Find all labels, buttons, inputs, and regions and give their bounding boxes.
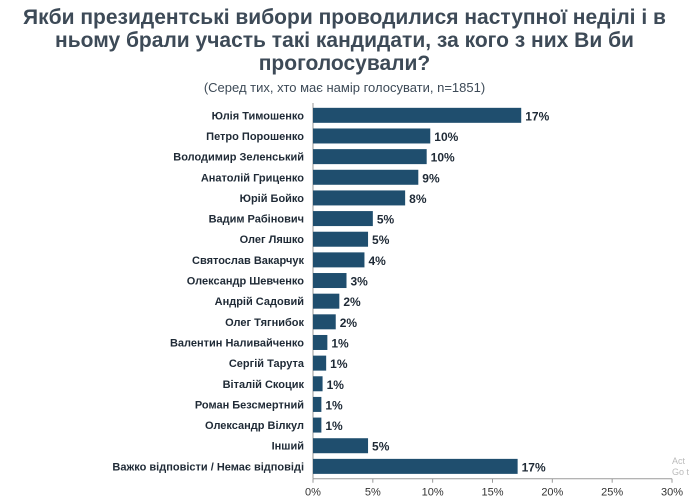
value-label: 10% [431,151,455,165]
category-label: Петро Порошенко [206,131,304,143]
bar [313,169,419,185]
x-tick-label: 5% [365,487,381,499]
bar [313,128,431,144]
bar [313,438,369,454]
value-label: 10% [434,130,458,144]
x-tick-label: 15% [481,487,503,499]
category-label: Володимир Зеленський [173,152,304,164]
bar [313,314,336,330]
bar [313,107,522,123]
category-label: Юрій Бойко [240,193,305,205]
value-label: 5% [377,213,395,227]
category-label: Важко відповісти / Немає відповіді [112,461,304,473]
value-label: 1% [327,378,345,392]
chart-subtitle: (Серед тих, хто має намір голосувати, n=… [203,80,486,95]
category-label: Юлія Тимошенко [212,110,305,122]
bar [313,211,373,227]
bar [313,190,406,206]
value-label: 1% [330,357,348,371]
value-label: 17% [522,460,546,474]
category-label: Вадим Рабінович [209,214,304,226]
x-tick-label: 25% [601,487,623,499]
value-label: 1% [325,398,343,412]
bar [313,376,323,392]
x-tick-label: 10% [422,487,444,499]
bar [313,252,365,268]
x-tick-label: 0% [305,487,321,499]
bar [313,396,322,412]
value-label: 2% [343,295,361,309]
activation-watermark: Act Go t [672,456,689,478]
category-label: Віталій Скоцик [223,379,305,391]
value-label: 4% [368,254,386,268]
chart-title: Якби президентські вибори проводилися на… [0,6,689,75]
x-tick-label: 20% [541,487,563,499]
category-label: Валентин Наливайченко [170,337,304,349]
watermark-line-2: Go t [672,467,689,477]
bar [313,231,369,247]
value-label: 5% [372,440,390,454]
bar [313,334,328,350]
category-label: Роман Безсмертний [195,399,304,411]
category-label: Олександр Шевченко [187,276,305,288]
bar [313,273,347,289]
bar [313,293,340,309]
x-tick-label: 30% [661,487,683,499]
category-label: Олег Тягнибок [225,317,304,329]
value-label: 3% [351,275,369,289]
category-label: Олександр Вілкул [205,420,304,432]
value-label: 5% [372,233,390,247]
category-label: Анатолій Гриценко [201,172,304,184]
value-label: 2% [340,316,358,330]
category-label: Сергій Тарута [229,358,305,370]
bar [313,417,322,433]
watermark-line-1: Act [672,456,686,466]
chart-title-line-1: Якби президентські вибори проводилися на… [23,6,666,29]
bar [313,149,427,165]
category-label: Андрій Садовий [215,296,304,308]
value-label: 1% [325,419,343,433]
bar [313,355,327,371]
value-label: 9% [422,171,440,185]
chart-title-line-2: ньому брали участь такі кандидати, за ко… [55,29,634,52]
category-label: Інший [272,441,304,453]
value-label: 1% [331,336,349,350]
category-label: Святослав Вакарчук [192,255,304,267]
value-label: 17% [525,109,549,123]
chart-title-line-3: проголосували? [258,52,431,75]
category-label: Олег Ляшко [240,234,305,246]
bar [313,458,518,474]
value-label: 8% [409,192,427,206]
